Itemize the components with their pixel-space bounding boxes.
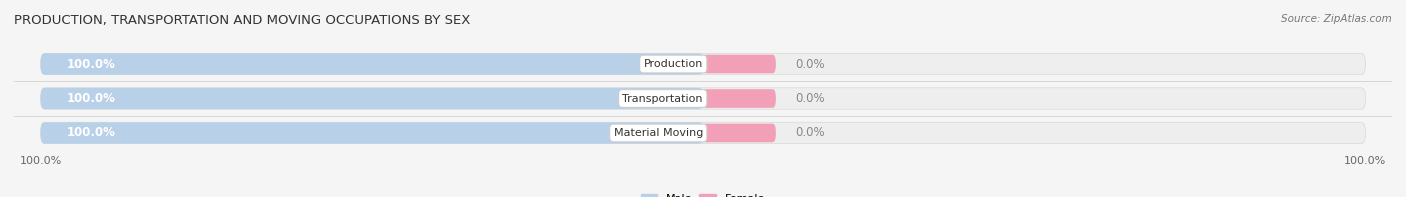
Text: Transportation: Transportation bbox=[623, 94, 703, 103]
Legend: Male, Female: Male, Female bbox=[637, 189, 769, 197]
FancyBboxPatch shape bbox=[41, 88, 1365, 109]
FancyBboxPatch shape bbox=[41, 88, 703, 109]
Text: Production: Production bbox=[644, 59, 703, 69]
FancyBboxPatch shape bbox=[41, 53, 1365, 75]
Text: Material Moving: Material Moving bbox=[613, 128, 703, 138]
Text: 0.0%: 0.0% bbox=[796, 92, 825, 105]
FancyBboxPatch shape bbox=[41, 122, 703, 144]
FancyBboxPatch shape bbox=[703, 124, 776, 142]
Text: 100.0%: 100.0% bbox=[67, 58, 115, 71]
Text: 100.0%: 100.0% bbox=[67, 92, 115, 105]
Text: PRODUCTION, TRANSPORTATION AND MOVING OCCUPATIONS BY SEX: PRODUCTION, TRANSPORTATION AND MOVING OC… bbox=[14, 14, 471, 27]
Text: 0.0%: 0.0% bbox=[796, 58, 825, 71]
FancyBboxPatch shape bbox=[41, 122, 1365, 144]
FancyBboxPatch shape bbox=[703, 55, 776, 73]
Text: Source: ZipAtlas.com: Source: ZipAtlas.com bbox=[1281, 14, 1392, 24]
FancyBboxPatch shape bbox=[703, 89, 776, 108]
Text: 0.0%: 0.0% bbox=[796, 126, 825, 139]
Text: 100.0%: 100.0% bbox=[67, 126, 115, 139]
FancyBboxPatch shape bbox=[41, 53, 703, 75]
